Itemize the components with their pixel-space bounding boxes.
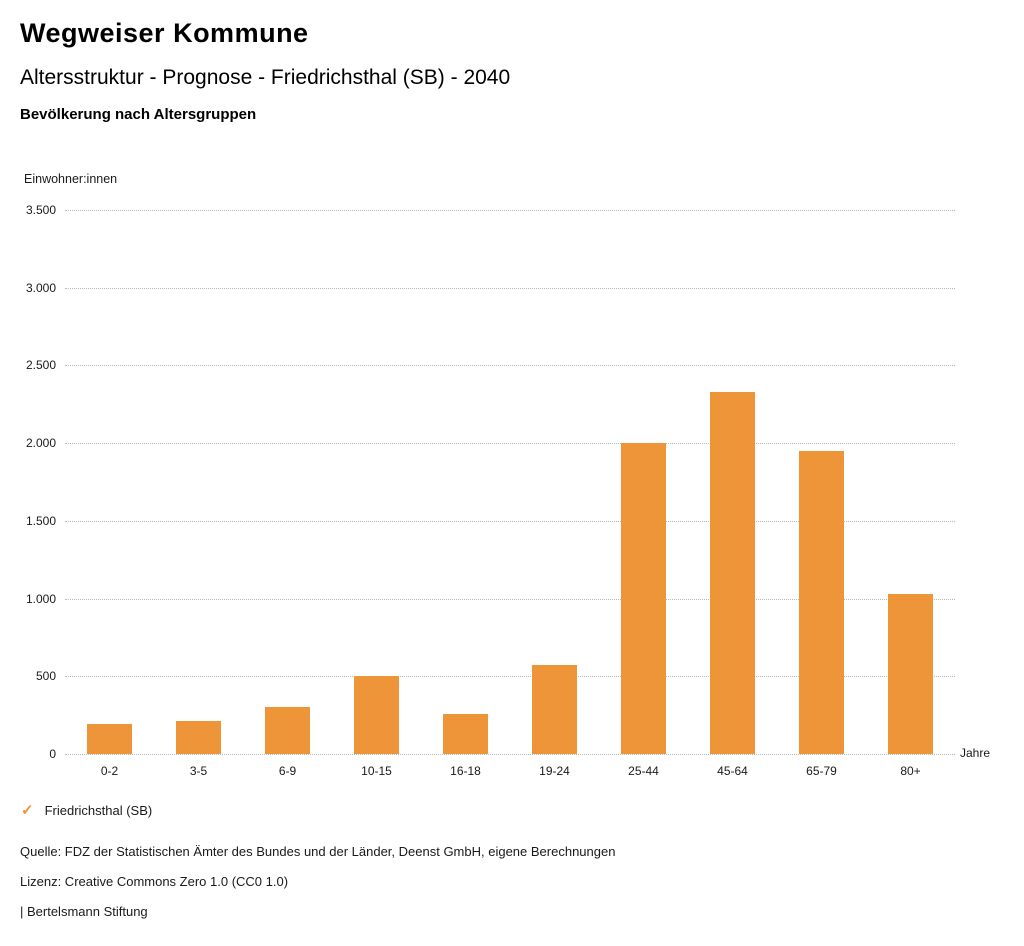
y-tick-label: 3.500 (25, 203, 56, 217)
gridline (65, 754, 955, 755)
gridline (65, 287, 955, 289)
bar-19-24[interactable] (532, 665, 577, 754)
source-text: Quelle: FDZ der Statistischen Ämter des … (20, 844, 616, 859)
gridline (65, 520, 955, 522)
y-tick-label: 1.000 (25, 591, 56, 606)
y-axis-title: Einwohner:innen (24, 172, 118, 186)
bar-45-64[interactable] (710, 391, 755, 754)
x-axis-unit-label: Jahre (960, 746, 991, 760)
x-tick-label: 19-24 (539, 764, 570, 778)
y-tick-label: 1.500 (25, 513, 56, 528)
x-tick-label: 80+ (900, 764, 921, 778)
x-tick-label: 3-5 (189, 764, 208, 778)
x-tick-label: 6-9 (278, 764, 297, 778)
bar-3-5[interactable] (176, 721, 221, 754)
attribution-text: | Bertelsmann Stiftung (20, 904, 148, 919)
x-tick-label: 45-64 (717, 764, 748, 778)
gridline (65, 210, 955, 211)
y-tick-label: 2.500 (25, 358, 56, 373)
y-tick-label: 500 (35, 669, 56, 684)
bar-10-15[interactable] (354, 676, 399, 754)
legend-label: Friedrichsthal (SB) (44, 803, 153, 818)
x-tick-label: 16-18 (450, 764, 481, 778)
x-tick-label: 10-15 (361, 764, 392, 778)
footer: Quelle: FDZ der Statistischen Ämter des … (20, 844, 615, 934)
gridline (65, 676, 955, 678)
plot-area: 0 500 1.000 1.500 2.000 2.500 3.000 3.500 0-2 3-5… (26, 203, 955, 778)
y-tick-label: 2.000 (25, 436, 56, 451)
legend-item-friedrichsthal[interactable]: ✓ Friedrichsthal (SB) (21, 803, 152, 818)
bar-6-9[interactable] (265, 707, 310, 754)
x-tick-label: 65-79 (806, 764, 837, 778)
chart-title: Altersstruktur - Prognose - Friedrichsth… (20, 66, 511, 89)
license-text: Lizenz: Creative Commons Zero 1.0 (CC0 1… (20, 874, 289, 889)
bar-0-2[interactable] (87, 724, 132, 754)
gridline (65, 365, 955, 367)
y-tick-label: 3.000 (25, 280, 56, 295)
app-title: Wegweiser Kommune (20, 18, 309, 48)
x-tick-label: 0-2 (100, 764, 119, 778)
bar-80+[interactable] (888, 593, 933, 754)
gridline (65, 443, 955, 445)
bar-25-44[interactable] (621, 443, 666, 754)
x-tick-label: 25-44 (628, 764, 659, 778)
bar-65-79[interactable] (799, 450, 844, 754)
checkmark-icon: ✓ (21, 802, 34, 819)
chart-subtitle: Bevölkerung nach Altersgruppen (20, 106, 257, 123)
gridline (65, 598, 955, 600)
y-tick-label: 0 (49, 747, 56, 761)
bar-16-18[interactable] (443, 713, 488, 754)
